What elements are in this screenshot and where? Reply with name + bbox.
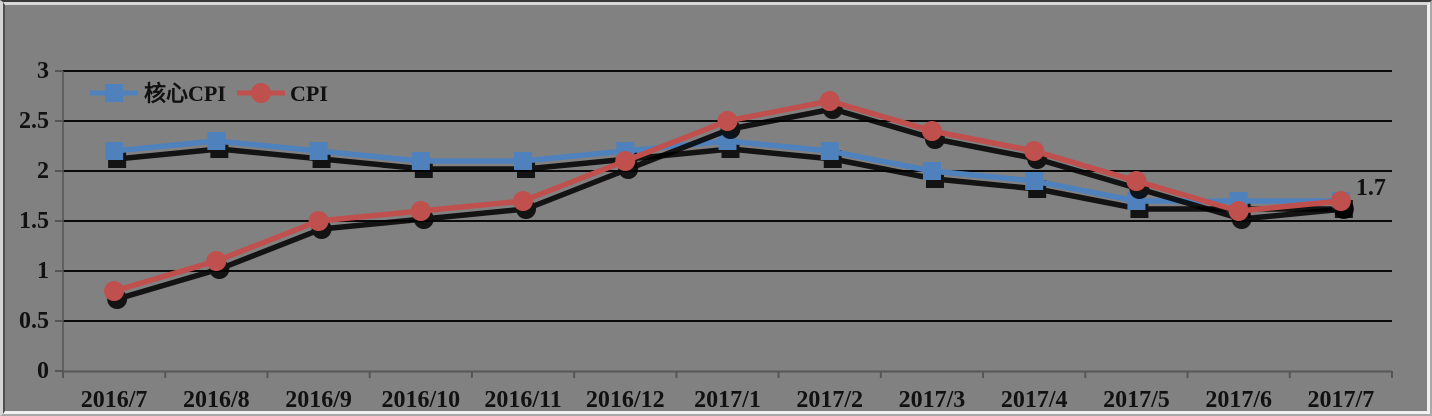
data-point-marker <box>1025 172 1044 190</box>
data-point-marker <box>1024 141 1045 161</box>
y-tick-label: 0.5 <box>19 308 49 334</box>
last-point-label: 1.7 <box>1356 175 1386 201</box>
data-point-marker <box>513 191 534 211</box>
legend-label: CPI <box>290 81 328 106</box>
x-tick-label: 2016/11 <box>484 387 561 411</box>
x-tick-label: 2016/8 <box>183 387 250 411</box>
y-tick-label: 2 <box>37 158 49 184</box>
window-frame: 0 0.5 1 1.5 2 2.5 3 2016/7 2016/8 2016/9 2016/10 20… <box>3 2 1430 414</box>
series-shadow <box>108 140 1353 218</box>
data-point-marker <box>922 162 941 180</box>
x-tick-label: 2016/12 <box>586 387 665 411</box>
x-tick-label: 2017/1 <box>694 387 761 411</box>
legend-marker <box>251 83 271 103</box>
x-tick-label: 2017/3 <box>899 387 966 411</box>
data-point-marker <box>819 91 840 111</box>
x-tick-label: 2017/7 <box>1308 387 1375 411</box>
legend: 核心CPI CPI <box>90 81 328 106</box>
data-point-marker <box>820 142 839 160</box>
data-point-marker <box>410 201 431 221</box>
data-point-marker <box>309 142 328 160</box>
data-point-marker <box>615 151 636 171</box>
x-tick-label: 2017/6 <box>1205 387 1272 411</box>
x-tick-label: 2016/7 <box>81 387 148 411</box>
x-tick-label: 2016/9 <box>285 387 352 411</box>
x-tick-label: 2017/4 <box>1001 387 1068 411</box>
y-tick-label: 2.5 <box>19 108 49 134</box>
legend-item: CPI <box>237 81 328 106</box>
data-point-marker <box>1228 201 1249 221</box>
x-tick-label: 2017/2 <box>796 387 863 411</box>
data-point-marker <box>717 111 738 131</box>
y-tick-label: 0 <box>37 358 49 384</box>
x-tick-label: 2016/10 <box>381 387 460 411</box>
data-point-marker <box>514 152 533 170</box>
data-point-marker <box>206 251 227 271</box>
y-tick-label: 1 <box>37 258 49 284</box>
data-point-marker <box>411 152 430 170</box>
x-tick-label: 2017/5 <box>1103 387 1170 411</box>
y-tick-label: 1.5 <box>19 208 49 234</box>
data-point-marker <box>104 281 125 301</box>
y-tick-label: 3 <box>37 58 49 84</box>
data-point-marker <box>921 121 942 141</box>
data-point-marker <box>105 142 124 160</box>
legend-label: 核心CPI <box>144 81 226 106</box>
legend-item: 核心CPI <box>90 81 226 106</box>
data-point-marker <box>1126 171 1147 191</box>
cpi-line-chart: 0 0.5 1 1.5 2 2.5 3 2016/7 2016/8 2016/9 2016/10 20… <box>19 58 1393 411</box>
legend-marker <box>105 84 123 102</box>
data-point-marker <box>308 211 329 231</box>
data-point-marker <box>207 132 226 150</box>
data-point-marker <box>1330 191 1351 211</box>
